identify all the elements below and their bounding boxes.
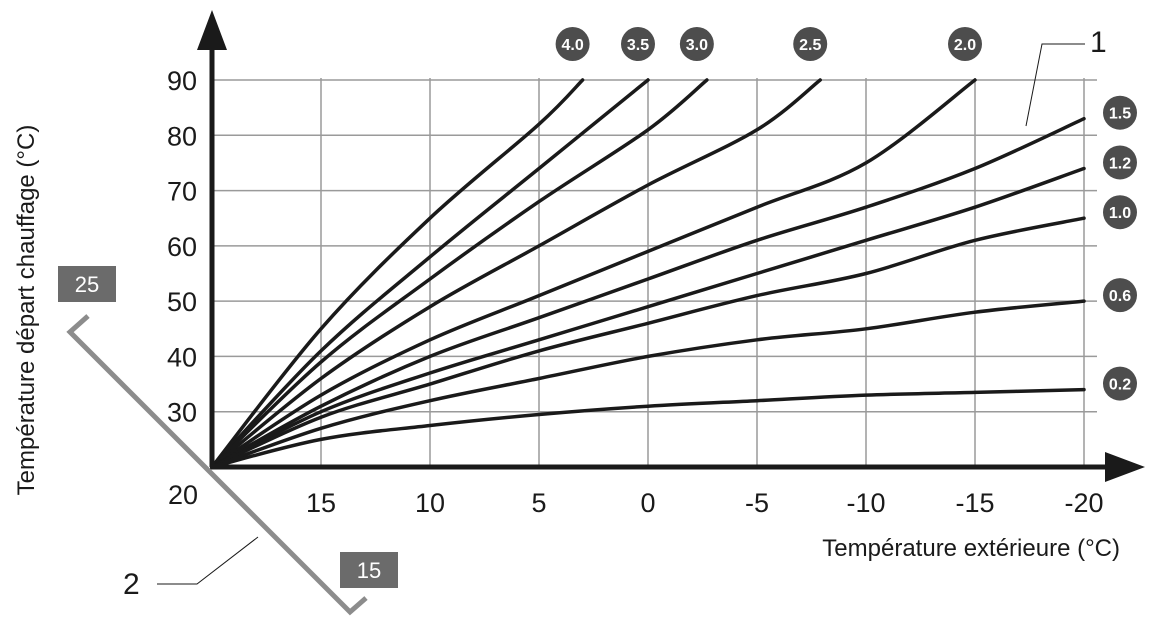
curve-badge: [793, 27, 828, 61]
callout-2-leader: [157, 536, 259, 585]
curve-badge: [1103, 366, 1137, 401]
curve-badge-label: 3.5: [627, 37, 649, 54]
curve-badges: 4.0 3.5 3.0 2.5 2.0 1.5 1.2 1.0 0.6 0.2: [555, 27, 1137, 401]
x-tick-label: -5: [745, 488, 769, 518]
callout-2-label: 2: [123, 568, 140, 601]
room-setpoint-line: [66, 314, 368, 616]
curve-1-5: [210, 116, 1086, 469]
x-tick-label: -20: [1064, 488, 1103, 518]
curve-badge: [679, 27, 714, 61]
curve-2-5: [210, 78, 822, 469]
callout-1-label: 1: [1090, 26, 1107, 59]
curve-badge-label: 0.6: [1109, 288, 1131, 305]
curve-badge-label: 1.2: [1109, 155, 1131, 172]
curve-badge-label: 3.0: [686, 37, 708, 54]
y-tick-label: 60: [167, 232, 197, 262]
curve-2-0: [210, 78, 977, 469]
x-tick-label: 0: [640, 488, 655, 518]
curve-badge: [1103, 278, 1137, 313]
curve-1-2: [210, 166, 1086, 469]
curve-3-5: [210, 78, 650, 469]
callout-2: 2: [123, 536, 259, 601]
x-axis-title: Température extérieure (°C): [822, 535, 1120, 562]
curve-1-0: [210, 216, 1086, 469]
curve-badge-label: 2.0: [954, 37, 976, 54]
room-setpoint-low-box: [340, 552, 398, 588]
curve-0-6: [210, 299, 1086, 469]
room-setpoint-high-box: [58, 266, 116, 302]
curve-badge: [621, 27, 655, 61]
callout-1: 1: [1025, 26, 1107, 127]
x-tick-label: -10: [846, 488, 885, 518]
curve-badge: [948, 27, 982, 61]
curve-4-0: [210, 78, 585, 469]
curve-badge: [555, 27, 590, 61]
room-setpoint-axis: 25 15: [58, 266, 398, 616]
curve-badge: [1103, 145, 1137, 180]
curve-badge: [1103, 195, 1137, 230]
x-tick-label: 5: [531, 488, 546, 518]
x-tick-label: 10: [415, 488, 445, 518]
room-setpoint-high-label: 25: [75, 272, 99, 297]
y-tick-label: 70: [167, 177, 197, 207]
curve-0-2: [210, 387, 1086, 469]
x-axis-arrow: [1105, 452, 1145, 482]
x-tick-label: -15: [955, 488, 994, 518]
curve-badge-label: 1.0: [1109, 205, 1131, 222]
room-setpoint-low-label: 15: [357, 558, 381, 583]
callout-1-leader: [1025, 43, 1085, 127]
y-tick-label: 80: [167, 121, 197, 151]
curve-3-0: [210, 78, 709, 469]
y-axis-arrow: [197, 10, 227, 50]
x-tick-label: 15: [306, 488, 336, 518]
curve-badge: [1103, 95, 1137, 130]
y-tick-label: 50: [167, 287, 197, 317]
curve-badge-label: 4.0: [561, 37, 583, 54]
curve-badge-label: 0.2: [1109, 377, 1131, 394]
curve-badge-label: 2.5: [799, 37, 821, 54]
y-tick-label: 30: [167, 398, 197, 428]
y-tick-label: 40: [167, 342, 197, 372]
y-axis-title: Température départ chauffage (°C): [13, 125, 40, 496]
axes: [197, 10, 1145, 482]
y-tick-label: 90: [167, 66, 197, 96]
origin-label: 20: [168, 480, 198, 510]
curves: [210, 78, 1086, 469]
curve-badge-label: 1.5: [1109, 106, 1131, 123]
